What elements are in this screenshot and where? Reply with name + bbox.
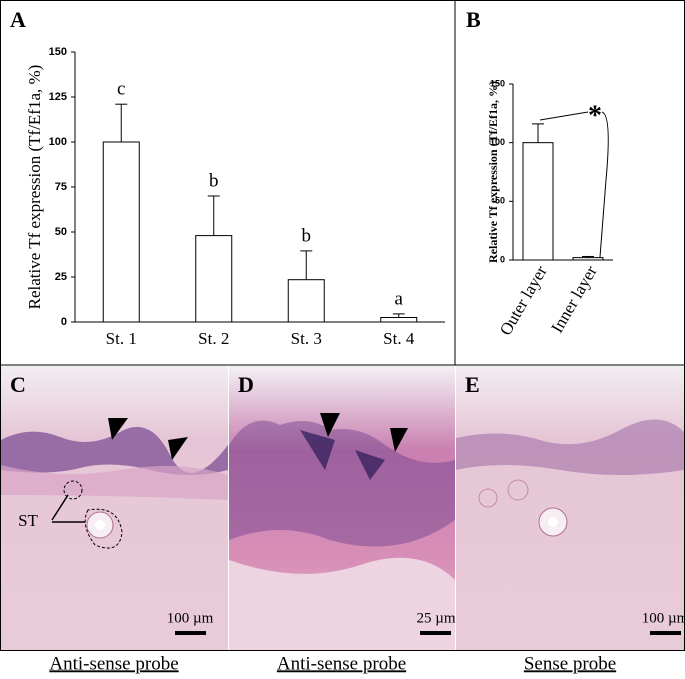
panel-label: D — [238, 372, 254, 397]
significance-label: b — [302, 225, 312, 246]
y-tick-label: 125 — [49, 91, 67, 103]
y-axis-label: Relative Tf expression (Tf/Ef1a, %) — [486, 81, 500, 263]
scale-label: 100 µm — [167, 610, 214, 626]
micrograph-c — [1, 366, 228, 650]
significance-bracket — [539, 111, 609, 258]
y-axis-label: Relative Tf expression (Tf/Ef1a, %) — [25, 65, 44, 310]
caption: Anti-sense probe — [49, 653, 178, 674]
panel-label: B — [466, 7, 481, 32]
y-tick-label: 25 — [55, 271, 67, 283]
structure-label: ST — [18, 511, 38, 530]
x-tick-label: Outer layer — [496, 262, 551, 338]
x-tick-label: St. 4 — [383, 329, 415, 348]
panel-label: A — [10, 7, 26, 32]
x-tick-label: St. 1 — [106, 329, 137, 348]
y-tick-label: 50 — [55, 226, 67, 238]
significance-label: a — [395, 288, 404, 309]
micrograph-d — [229, 366, 455, 650]
scale-label: 100 µm — [642, 610, 685, 626]
y-tick-label: 0 — [61, 316, 67, 328]
bar — [287, 279, 325, 323]
x-tick-label: St. 2 — [198, 329, 229, 348]
y-tick-label: 150 — [49, 46, 67, 58]
caption: Anti-sense probe — [277, 653, 406, 674]
y-tick-label: 100 — [490, 137, 505, 147]
panel-label: E — [465, 372, 480, 397]
bar — [572, 257, 604, 261]
bar — [380, 317, 418, 323]
bar — [522, 142, 554, 261]
bar — [195, 235, 233, 323]
x-tick-label: St. 3 — [291, 329, 322, 348]
significance-label: b — [209, 170, 219, 191]
bar — [102, 141, 140, 323]
micrograph-e — [456, 366, 684, 650]
y-tick-label: 75 — [55, 181, 67, 193]
panel-label: C — [10, 372, 26, 397]
significance-label: c — [117, 79, 125, 100]
y-tick-label: 0 — [500, 254, 505, 264]
annotation: * — [588, 100, 602, 131]
y-tick-label: 50 — [495, 196, 505, 206]
scale-label: 25 µm — [416, 610, 455, 626]
x-tick-label: Inner layer — [547, 262, 601, 336]
y-tick-label: 150 — [490, 78, 505, 88]
y-tick-label: 100 — [49, 136, 67, 148]
caption: Sense probe — [524, 653, 616, 674]
